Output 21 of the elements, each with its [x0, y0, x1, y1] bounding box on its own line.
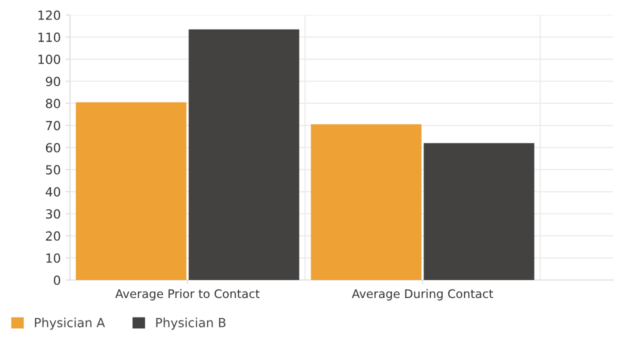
y-tick-label: 50 [46, 165, 60, 175]
y-tick-label: 60 [46, 142, 60, 152]
y-tick-label: 0 [54, 275, 60, 285]
y-tick-label: 10 [46, 253, 60, 263]
y-tick-label: 100 [38, 54, 60, 64]
bar [424, 143, 534, 280]
legend-label: Physician B [156, 318, 226, 330]
bar [310, 124, 422, 280]
bar [188, 29, 300, 280]
y-tick-label: 120 [38, 10, 60, 20]
y-tick-label: 20 [46, 231, 60, 241]
x-tick-label: Average During Contact [352, 289, 494, 300]
y-tick-label: 30 [46, 209, 60, 219]
y-tick-label: 90 [46, 76, 60, 86]
y-tick-label: 40 [46, 187, 60, 197]
x-tick-label: Average Prior to Contact [115, 289, 260, 300]
y-tick-label: 70 [46, 120, 60, 130]
y-tick-label: 110 [38, 32, 60, 42]
legend-label: Physician A [34, 318, 105, 330]
bar [76, 102, 186, 280]
y-tick-label: 80 [46, 98, 60, 108]
